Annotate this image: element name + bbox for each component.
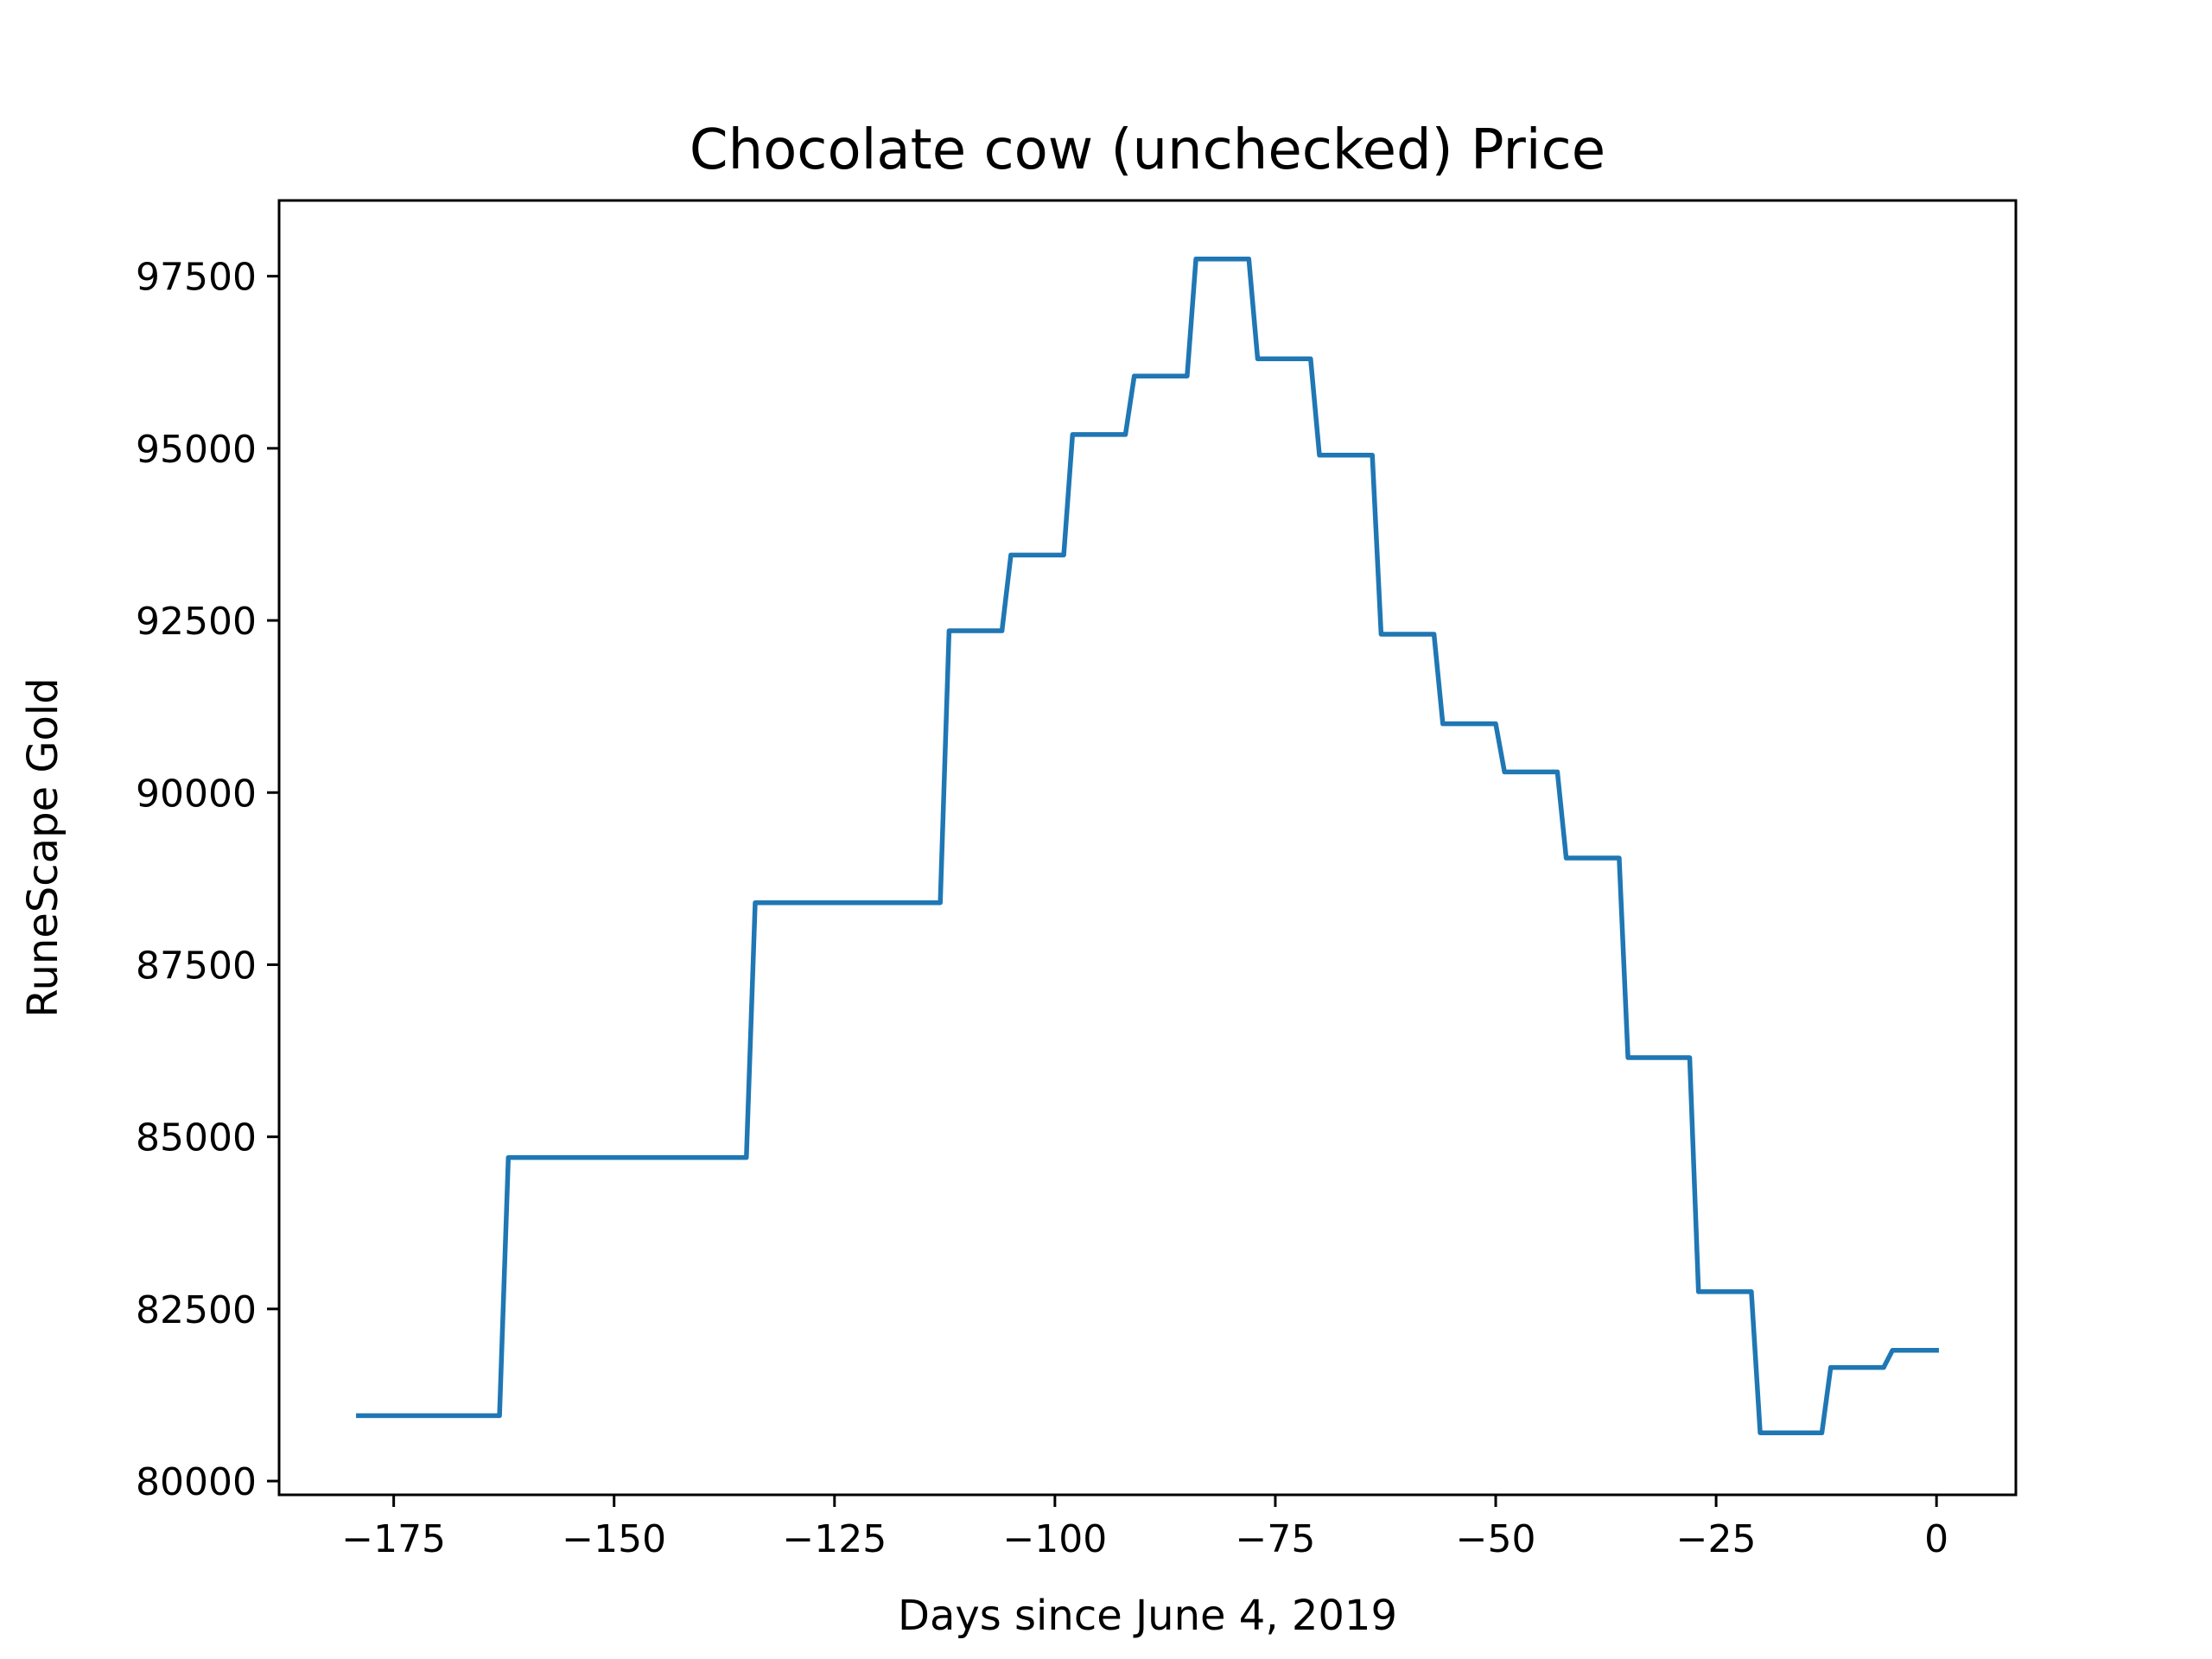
data-layer: [356, 256, 1939, 1436]
y-tick-label: 90000: [136, 772, 257, 816]
y-tick-label: 85000: [136, 1116, 257, 1160]
y-tick-label: 92500: [136, 600, 257, 644]
y-axis-label: RuneScape Gold: [19, 677, 67, 1017]
x-tick-label: −25: [1676, 1517, 1757, 1561]
y-tick-label: 87500: [136, 944, 257, 988]
y-tick-label: 80000: [136, 1460, 257, 1504]
x-tick-label: −50: [1456, 1517, 1536, 1561]
axes-layer: −175 −150 −125 −100 −75 −50 −25 0 80000 82500 8500…: [136, 256, 1948, 1561]
price-series-line: [356, 256, 1939, 1436]
plot-frame: [277, 199, 2018, 1497]
x-tick-label: 0: [1924, 1517, 1948, 1561]
x-axis-label: Days since June 4, 2019: [898, 1592, 1397, 1640]
x-tick-label: −150: [562, 1517, 666, 1561]
x-tick-label: −100: [1002, 1517, 1107, 1561]
y-tick-label: 97500: [136, 256, 257, 300]
y-tick-label: 82500: [136, 1288, 257, 1332]
x-tick-label: −175: [341, 1517, 446, 1561]
chart-title: Chocolate cow (unchecked) Price: [690, 118, 1605, 182]
y-tick-label: 95000: [136, 428, 257, 472]
x-tick-label: −125: [782, 1517, 887, 1561]
x-tick-label: −75: [1236, 1517, 1316, 1561]
